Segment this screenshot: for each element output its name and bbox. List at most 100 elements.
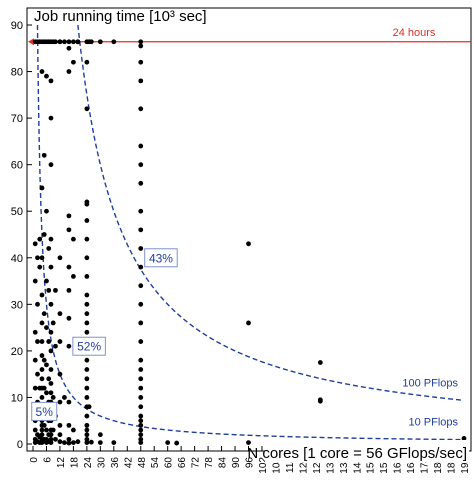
chart-title: Job running time [10³ sec]	[34, 8, 207, 25]
x-tick-label: 42	[123, 457, 134, 469]
data-point	[44, 427, 49, 433]
x-tick-label: 36	[110, 457, 121, 469]
data-point	[174, 440, 180, 446]
data-point	[35, 255, 40, 261]
data-point	[37, 236, 43, 242]
data-point	[111, 39, 117, 45]
data-point	[53, 436, 58, 442]
data-point	[46, 246, 52, 251]
data-point	[32, 278, 38, 284]
data-point	[138, 39, 144, 45]
data-point	[66, 440, 72, 446]
x-tick-label: 150	[366, 457, 377, 474]
curve-label: 10 PFlops	[408, 417, 458, 429]
data-point	[138, 320, 144, 326]
data-point	[41, 311, 47, 317]
data-point	[71, 39, 76, 45]
data-point	[46, 376, 52, 382]
data-point	[39, 367, 45, 372]
x-tick-label: 114	[285, 457, 296, 473]
data-point	[317, 398, 323, 404]
data-point	[32, 385, 38, 391]
x-tick-label: 168	[406, 457, 417, 474]
data-point	[57, 439, 63, 445]
x-tick-label: 24	[83, 457, 94, 469]
data-point	[62, 39, 67, 45]
data-point	[97, 432, 103, 438]
data-point	[57, 255, 63, 261]
data-point	[84, 59, 90, 65]
data-point	[165, 440, 171, 445]
data-point	[66, 39, 72, 45]
data-point	[32, 427, 38, 433]
data-point	[50, 427, 56, 433]
data-point	[84, 311, 90, 317]
data-point	[41, 357, 47, 363]
x-tick-label: 60	[164, 457, 175, 469]
data-point	[39, 376, 45, 382]
data-point	[138, 418, 144, 424]
data-point	[138, 162, 144, 168]
reference-line-label: 24 hours	[393, 27, 436, 39]
data-point	[53, 287, 58, 293]
data-point	[71, 236, 76, 242]
data-point	[84, 255, 90, 261]
y-tick-label: 40	[11, 253, 23, 265]
data-point	[41, 385, 47, 391]
x-tick-label: 174	[420, 457, 431, 474]
x-tick-label: 48	[137, 457, 148, 469]
data-point	[138, 385, 144, 391]
data-point	[44, 278, 49, 284]
data-point	[48, 236, 54, 242]
data-point	[53, 39, 58, 45]
x-tick-label: 96	[245, 457, 256, 469]
data-point	[84, 236, 90, 242]
data-point	[39, 320, 45, 326]
x-tick-label: 120	[298, 457, 309, 474]
data-point	[48, 78, 54, 84]
data-point	[138, 427, 144, 433]
data-point	[75, 39, 81, 45]
data-point	[138, 339, 144, 344]
data-point	[41, 422, 47, 428]
x-tick-label: 186	[447, 457, 458, 474]
data-points-group	[32, 39, 467, 446]
curve-label: 100 PFlops	[402, 377, 458, 389]
y-tick-label: 60	[11, 160, 23, 172]
y-tick-label: 70	[11, 113, 23, 125]
data-point	[35, 339, 40, 344]
data-point	[35, 371, 40, 377]
y-tick-label: 10	[11, 392, 23, 404]
annotation-label: 5%	[36, 405, 54, 419]
data-point	[48, 432, 54, 438]
data-point	[86, 404, 92, 410]
y-tick-label: 90	[11, 20, 23, 32]
data-point	[138, 440, 144, 445]
data-point	[138, 59, 144, 65]
data-point	[84, 106, 90, 112]
data-point	[138, 180, 144, 186]
data-point	[44, 325, 49, 331]
x-tick-label: 156	[379, 457, 390, 474]
data-point	[41, 152, 47, 158]
data-point	[39, 432, 45, 438]
data-point	[71, 59, 76, 65]
data-point	[84, 292, 90, 298]
x-tick-label: 12	[56, 457, 67, 469]
data-point	[48, 329, 54, 335]
data-point	[138, 106, 144, 112]
y-tick-label: 30	[11, 299, 23, 311]
data-point	[84, 440, 90, 445]
data-point	[138, 376, 144, 382]
data-point	[84, 427, 90, 433]
reference-line-group: 24 hours	[28, 27, 471, 46]
curve-100-pflops	[77, 24, 465, 402]
data-point	[84, 367, 90, 372]
data-point	[84, 432, 90, 438]
data-point	[84, 201, 90, 207]
data-point	[66, 436, 72, 442]
curves-group: 100 PFlops 10 PFlops	[36, 24, 465, 441]
data-point	[57, 422, 63, 428]
data-point	[111, 440, 117, 445]
